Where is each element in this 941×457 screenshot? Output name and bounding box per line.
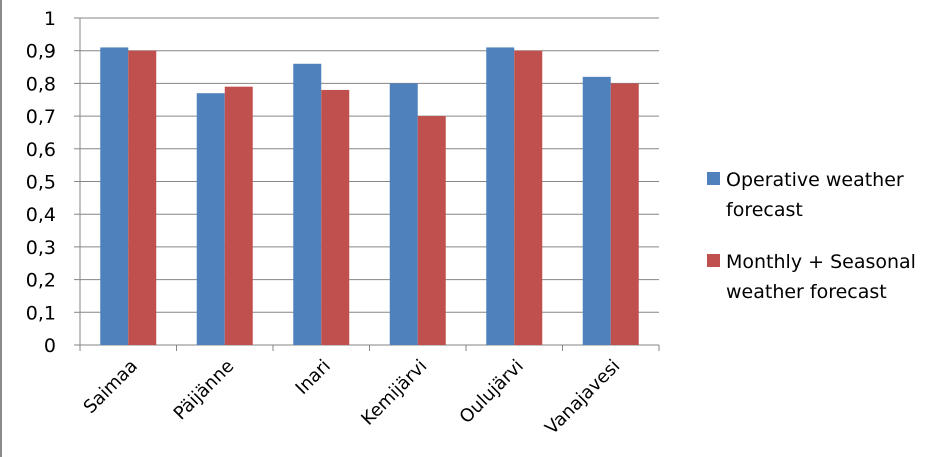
bar-series-2-vanajavesi — [610, 83, 639, 346]
x-tick-label: Kemijärvi — [357, 356, 431, 430]
y-tick-label: 0,4 — [26, 204, 56, 226]
y-tick-label: 0,3 — [26, 237, 56, 259]
bar-series-2-päijänne — [224, 86, 253, 346]
y-tick-label: 0,7 — [26, 106, 56, 128]
legend-swatch-series-2 — [707, 254, 720, 267]
legend-label-series-1-line-2: forecast — [726, 199, 803, 221]
y-tick-label: 0,8 — [26, 73, 56, 95]
gridlines — [80, 17, 659, 346]
y-tick-label: 0,9 — [26, 41, 56, 63]
bar-series-1-oulujärvi — [486, 47, 515, 346]
y-tick-label: 1 — [44, 8, 56, 30]
x-tick-label: Saimaa — [80, 356, 142, 418]
bar-series-2-saimaa — [128, 50, 157, 345]
legend-label-series-1-line-1: Operative weather — [726, 169, 904, 191]
x-tick-labels: Saimaa Päijänne Inari Kemijärvi Oulujärvi Van… — [80, 356, 625, 439]
bar-series-1-inari — [293, 63, 322, 345]
legend-label-series-2-line-1: Monthly + Seasonal — [726, 251, 916, 273]
bar-series-2-oulujärvi — [514, 50, 543, 345]
bar-series-1-kemijärvi — [389, 83, 418, 346]
y-tick-label: 0,1 — [26, 302, 56, 324]
y-tick-label: 0,6 — [26, 139, 56, 161]
bar-series-2-inari — [321, 89, 350, 345]
y-tick-label: 0 — [44, 335, 56, 357]
legend-swatch-series-1 — [707, 172, 720, 185]
bars — [100, 47, 639, 346]
legend: Operative weather forecast Monthly + Sea… — [707, 169, 916, 303]
x-tick-label: Päijänne — [170, 356, 239, 425]
legend-label-series-2-line-2: weather forecast — [726, 281, 887, 303]
y-tick-label: 0,2 — [26, 270, 56, 292]
bar-series-1-vanajavesi — [582, 76, 611, 346]
axes — [74, 17, 660, 351]
x-tick-label: Vanajavesi — [541, 356, 624, 439]
bar-series-1-päijänne — [196, 93, 225, 346]
x-tick-label: Oulujärvi — [456, 356, 528, 428]
y-tick-label: 0,5 — [26, 172, 56, 194]
y-tick-labels: 0 0,1 0,2 0,3 0,4 0,5 0,6 0,7 0,8 0,9 1 — [26, 8, 56, 357]
bar-series-2-kemijärvi — [417, 116, 446, 345]
x-tick-label: Inari — [292, 356, 335, 399]
bar-series-1-saimaa — [100, 47, 129, 346]
